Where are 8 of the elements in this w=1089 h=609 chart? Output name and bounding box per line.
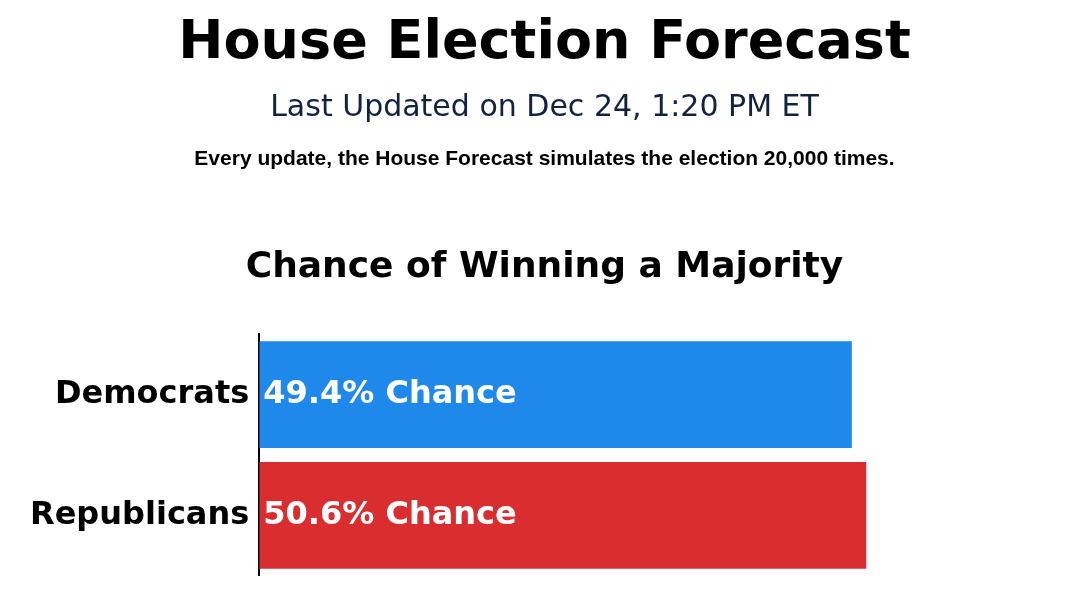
data-label: 49.4% Chance <box>263 372 517 411</box>
text: Every update, the House Forecast simulates the election 20,000 times. <box>193 146 896 170</box>
y-tick-label: Republicans <box>30 493 250 532</box>
y-tick-label: Democrats <box>54 372 250 411</box>
data-label: 50.6% Chance <box>263 493 517 532</box>
chart-title: House Election Forecast <box>177 8 912 71</box>
chart-subtitle: Last Updated on Dec 24, 1:20 PM ET <box>269 88 820 123</box>
text: Chance of Winning a Majority <box>244 244 845 285</box>
